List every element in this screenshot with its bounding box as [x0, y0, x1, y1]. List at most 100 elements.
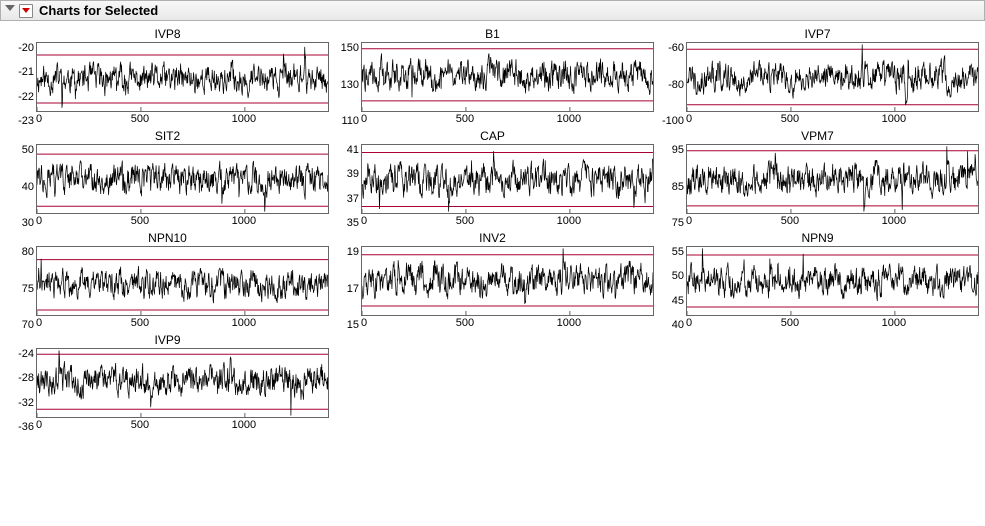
y-tick-label: -32	[18, 397, 34, 409]
chart-title: NPN9	[658, 231, 977, 246]
hotspot-menu-icon[interactable]	[19, 4, 33, 18]
y-tick-label: 40	[672, 319, 684, 331]
x-tick-label: 500	[456, 215, 474, 227]
y-tick-label: -36	[18, 421, 34, 433]
y-tick-label: 40	[22, 181, 34, 193]
x-tick-label: 0	[361, 113, 367, 125]
chart-plot[interactable]	[361, 42, 654, 112]
panel-title: Charts for Selected	[39, 3, 158, 18]
y-axis-labels: 55504540	[658, 246, 686, 331]
x-axis-labels: 0 500 1000	[36, 418, 327, 433]
chart-plot[interactable]	[361, 144, 654, 214]
chart-plot[interactable]	[36, 144, 329, 214]
x-tick-label: 0	[36, 317, 42, 329]
x-tick-label: 500	[131, 419, 149, 431]
panel-header[interactable]: Charts for Selected	[0, 0, 985, 21]
x-tick-label: 1000	[882, 215, 906, 227]
y-tick-label: -100	[662, 115, 684, 127]
chart-plot[interactable]	[36, 348, 329, 418]
chart-IVP7: IVP7 -60-80-100 05001000	[658, 27, 977, 127]
chart-title: NPN10	[8, 231, 327, 246]
chart-title: IVP8	[8, 27, 327, 42]
y-axis-labels: -24-28-32-36	[8, 348, 36, 433]
x-tick-label: 1000	[882, 113, 906, 125]
y-tick-label: 75	[672, 217, 684, 229]
x-tick-label: 1000	[232, 317, 256, 329]
x-tick-label: 0	[686, 215, 692, 227]
chart-NPN9: NPN9 55504540 05001000	[658, 231, 977, 331]
x-tick-label: 500	[781, 113, 799, 125]
y-tick-label: -24	[18, 348, 34, 360]
y-tick-label: 130	[341, 79, 359, 91]
y-axis-labels: 958575	[658, 144, 686, 229]
x-axis-labels: 05001000	[361, 214, 652, 229]
chart-IVP9: IVP9 -24-28-32-36 05001000	[8, 333, 327, 433]
chart-title: B1	[333, 27, 652, 42]
x-axis-labels: 05001000	[361, 112, 652, 127]
x-axis-labels: 0 500 1000	[36, 214, 327, 229]
disclosure-triangle-icon[interactable]	[5, 5, 15, 16]
chart-title: IVP7	[658, 27, 977, 42]
chart-B1: B1 150130110 05001000	[333, 27, 652, 127]
y-tick-label: 19	[347, 246, 359, 258]
x-tick-label: 1000	[557, 215, 581, 227]
x-tick-label: 1000	[882, 317, 906, 329]
y-axis-labels: 807570	[8, 246, 36, 331]
chart-plot[interactable]	[36, 42, 329, 112]
y-tick-label: 55	[672, 246, 684, 258]
y-tick-label: 15	[347, 319, 359, 331]
chart-plot[interactable]	[686, 144, 979, 214]
chart-title: IVP9	[8, 333, 327, 348]
chart-title: VPM7	[658, 129, 977, 144]
y-tick-label: 50	[672, 270, 684, 282]
chart-SIT2: SIT2 50 40 30 0 500 1000	[8, 129, 327, 229]
x-tick-label: 0	[36, 419, 42, 431]
charts-grid: IVP8 -20-21-22-23 05001000 B1 150130110 …	[0, 21, 985, 443]
y-tick-label: 41	[347, 144, 359, 156]
y-axis-labels: 19 17 15	[333, 246, 361, 331]
y-tick-label: -21	[18, 66, 34, 78]
x-tick-label: 500	[781, 317, 799, 329]
x-tick-label: 1000	[232, 215, 256, 227]
x-tick-label: 0	[36, 113, 42, 125]
x-tick-label: 500	[456, 317, 474, 329]
y-axis-labels: -20-21-22-23	[8, 42, 36, 127]
x-axis-labels: 05001000	[36, 316, 327, 331]
chart-plot[interactable]	[361, 246, 654, 316]
chart-plot[interactable]	[686, 42, 979, 112]
y-tick-label: 75	[22, 283, 34, 295]
y-tick-label: -23	[18, 115, 34, 127]
x-axis-labels: 05001000	[361, 316, 652, 331]
y-tick-label: 37	[347, 193, 359, 205]
x-tick-label: 500	[781, 215, 799, 227]
chart-title: SIT2	[8, 129, 327, 144]
chart-plot[interactable]	[686, 246, 979, 316]
x-tick-label: 0	[36, 215, 42, 227]
y-tick-label: 50	[22, 144, 34, 156]
x-axis-labels: 0 500 1000	[686, 316, 977, 331]
y-tick-label: 17	[347, 283, 359, 295]
x-tick-label: 1000	[232, 419, 256, 431]
y-tick-label: 30	[22, 217, 34, 229]
x-tick-label: 500	[131, 215, 149, 227]
y-axis-labels: 150130110	[333, 42, 361, 127]
x-tick-label: 500	[131, 113, 149, 125]
y-axis-labels: -60 -80 -100	[658, 42, 686, 127]
charts-panel: Charts for Selected IVP8 -20-21-22-23 0 5…	[0, 0, 985, 443]
x-tick-label: 0	[361, 317, 367, 329]
y-axis-labels: 41393735	[333, 144, 361, 229]
chart-plot[interactable]	[36, 246, 329, 316]
x-tick-label: 500	[456, 113, 474, 125]
chart-IVP8: IVP8 -20-21-22-23 0 500 1000	[8, 27, 327, 127]
x-tick-label: 0	[686, 317, 692, 329]
chart-VPM7: VPM7 958575 0 500 1000	[658, 129, 977, 229]
y-tick-label: -80	[668, 79, 684, 91]
chart-CAP: CAP 41393735 05001000	[333, 129, 652, 229]
y-tick-label: -60	[668, 42, 684, 54]
chart-NPN10: NPN10 807570 05001000	[8, 231, 327, 331]
x-tick-label: 1000	[232, 113, 256, 125]
y-tick-label: 35	[347, 217, 359, 229]
y-tick-label: 110	[341, 115, 359, 127]
y-tick-label: 95	[672, 144, 684, 156]
x-axis-labels: 05001000	[686, 112, 977, 127]
